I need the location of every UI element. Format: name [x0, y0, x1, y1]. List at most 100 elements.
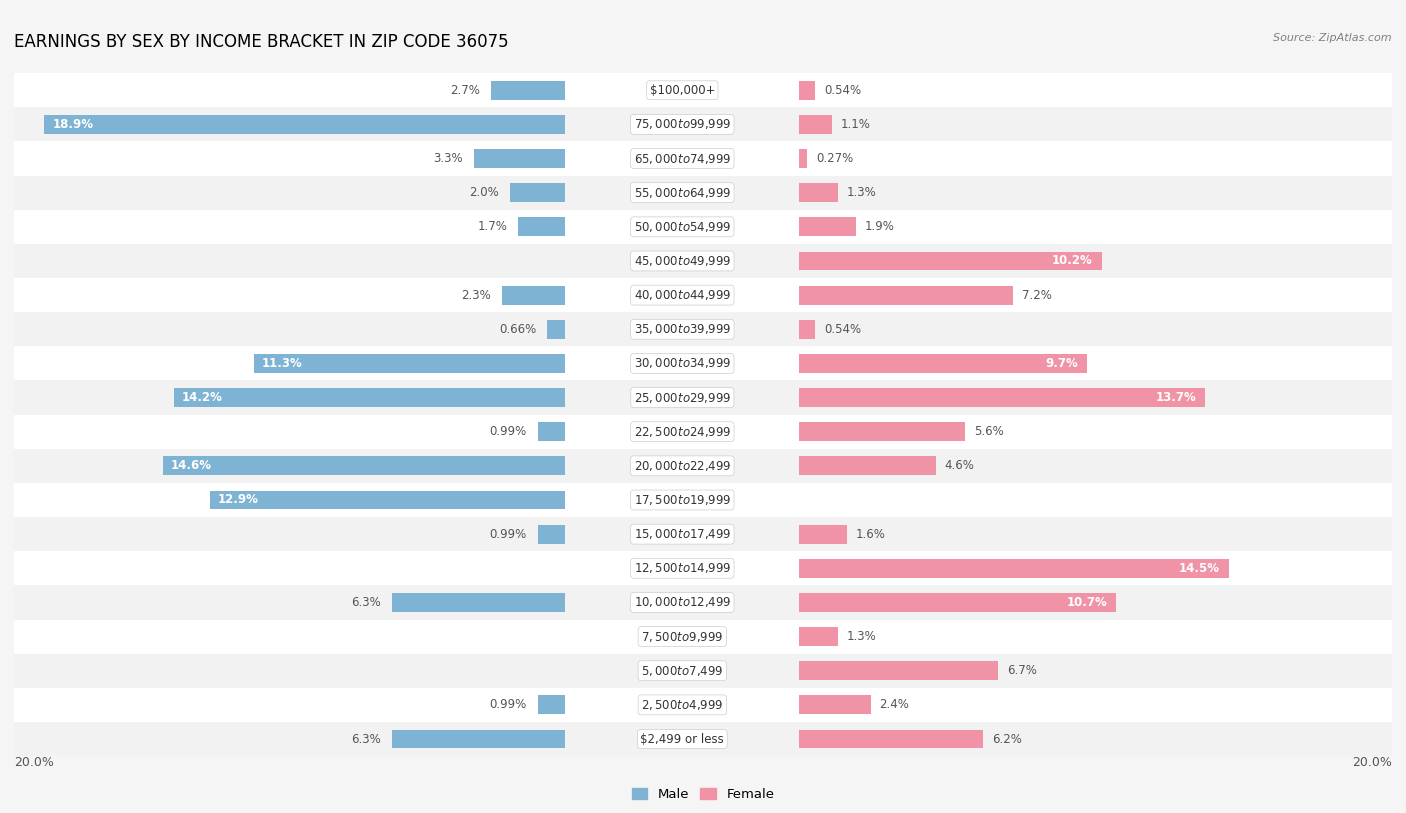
Bar [547, 320, 565, 339]
Text: 0.54%: 0.54% [824, 323, 862, 336]
Bar [800, 627, 838, 646]
Bar [392, 729, 565, 749]
Bar [565, 380, 800, 415]
Bar [538, 422, 565, 441]
Bar [14, 380, 565, 415]
Bar [565, 278, 800, 312]
Text: 14.6%: 14.6% [172, 459, 212, 472]
Text: 20.0%: 20.0% [1353, 756, 1392, 769]
Text: 2.7%: 2.7% [450, 84, 479, 97]
Bar [14, 551, 565, 585]
Text: 0.99%: 0.99% [489, 528, 527, 541]
Bar [14, 688, 565, 722]
Bar [565, 73, 800, 107]
Text: $17,500 to $19,999: $17,500 to $19,999 [634, 493, 731, 507]
Bar [800, 285, 1012, 305]
Bar [800, 729, 983, 749]
Bar [565, 517, 800, 551]
Text: $22,500 to $24,999: $22,500 to $24,999 [634, 424, 731, 439]
Bar [800, 115, 832, 134]
Bar [800, 278, 1392, 312]
Bar [800, 80, 815, 100]
Text: 11.3%: 11.3% [262, 357, 302, 370]
Bar [565, 210, 800, 244]
Text: 0.66%: 0.66% [499, 323, 536, 336]
Bar [800, 388, 1205, 407]
Bar [45, 115, 565, 134]
Bar [565, 620, 800, 654]
Bar [565, 688, 800, 722]
Bar [14, 620, 565, 654]
Legend: Male, Female: Male, Female [626, 783, 780, 806]
Bar [565, 176, 800, 210]
Text: 0.27%: 0.27% [817, 152, 853, 165]
Bar [800, 688, 1392, 722]
Bar [14, 415, 565, 449]
Bar [800, 380, 1392, 415]
Text: $30,000 to $34,999: $30,000 to $34,999 [634, 356, 731, 371]
Bar [800, 483, 1392, 517]
Text: 9.7%: 9.7% [1045, 357, 1078, 370]
Bar [565, 654, 800, 688]
Bar [800, 210, 1392, 244]
Bar [14, 449, 565, 483]
Bar [538, 695, 565, 715]
Text: 1.3%: 1.3% [846, 186, 876, 199]
Text: $15,000 to $17,499: $15,000 to $17,499 [634, 527, 731, 541]
Text: $7,500 to $9,999: $7,500 to $9,999 [641, 629, 724, 644]
Bar [14, 176, 565, 210]
Text: $100,000+: $100,000+ [650, 84, 716, 97]
Text: 14.5%: 14.5% [1180, 562, 1220, 575]
Text: $45,000 to $49,999: $45,000 to $49,999 [634, 254, 731, 268]
Bar [800, 244, 1392, 278]
Bar [800, 346, 1392, 380]
Bar [14, 346, 565, 380]
Text: 6.7%: 6.7% [1007, 664, 1036, 677]
Text: 0.99%: 0.99% [489, 425, 527, 438]
Bar [800, 695, 870, 715]
Bar [14, 585, 565, 620]
Bar [565, 585, 800, 620]
Bar [254, 354, 565, 373]
Text: 1.3%: 1.3% [846, 630, 876, 643]
Bar [163, 456, 565, 476]
Text: 1.9%: 1.9% [865, 220, 894, 233]
Bar [800, 722, 1392, 756]
Bar [800, 661, 998, 680]
Text: 1.1%: 1.1% [841, 118, 870, 131]
Text: 4.6%: 4.6% [945, 459, 974, 472]
Bar [800, 354, 1087, 373]
Text: $5,000 to $7,499: $5,000 to $7,499 [641, 663, 724, 678]
Text: 18.9%: 18.9% [52, 118, 94, 131]
Text: $65,000 to $74,999: $65,000 to $74,999 [634, 151, 731, 166]
Bar [800, 149, 807, 168]
Text: $10,000 to $12,499: $10,000 to $12,499 [634, 595, 731, 610]
Bar [14, 312, 565, 346]
Bar [565, 244, 800, 278]
Bar [14, 278, 565, 312]
Bar [800, 107, 1392, 141]
Bar [502, 285, 565, 305]
Bar [474, 149, 565, 168]
Text: $40,000 to $44,999: $40,000 to $44,999 [634, 288, 731, 302]
Bar [800, 320, 815, 339]
Bar [565, 483, 800, 517]
Bar [565, 551, 800, 585]
Bar [565, 346, 800, 380]
Text: 2.4%: 2.4% [879, 698, 910, 711]
Bar [174, 388, 565, 407]
Bar [800, 176, 1392, 210]
Text: Source: ZipAtlas.com: Source: ZipAtlas.com [1274, 33, 1392, 42]
Bar [491, 80, 565, 100]
Bar [14, 107, 565, 141]
Bar [800, 551, 1392, 585]
Bar [800, 654, 1392, 688]
Text: 6.3%: 6.3% [352, 596, 381, 609]
Text: $2,500 to $4,999: $2,500 to $4,999 [641, 698, 724, 712]
Bar [800, 251, 1102, 271]
Text: 10.7%: 10.7% [1067, 596, 1108, 609]
Bar [800, 141, 1392, 176]
Text: $75,000 to $99,999: $75,000 to $99,999 [634, 117, 731, 132]
Text: 14.2%: 14.2% [183, 391, 224, 404]
Text: 10.2%: 10.2% [1052, 254, 1092, 267]
